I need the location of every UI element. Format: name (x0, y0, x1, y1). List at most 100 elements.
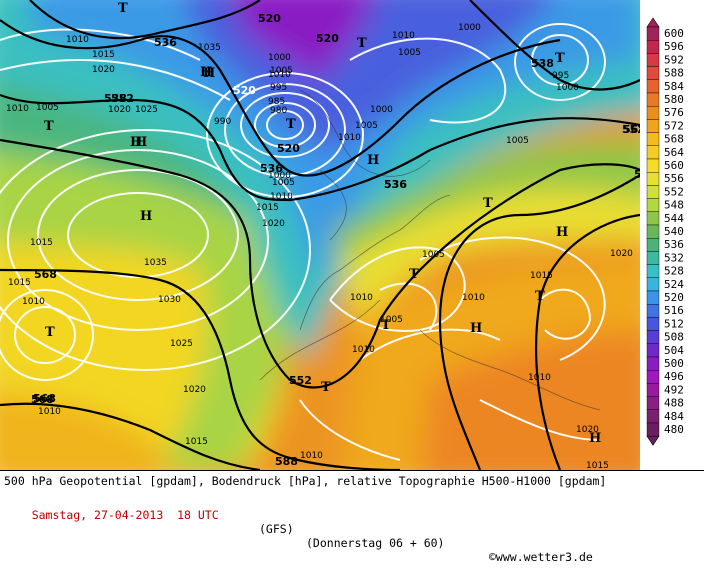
pressure-label: 995 (552, 71, 569, 81)
coastlines (259, 89, 601, 411)
scale-cell (646, 105, 660, 120)
pressure-label: 1010 (350, 293, 373, 303)
scale-label: 548 (664, 199, 684, 212)
scale-label: 564 (664, 146, 684, 159)
scale-label: 524 (664, 278, 684, 291)
pressure-label: 1005 (506, 136, 529, 146)
pressure-label: 1035 (198, 43, 221, 53)
geopotential-label: 588 (275, 455, 298, 468)
high-pressure-marker: H (367, 153, 379, 168)
scale-cell (646, 132, 660, 147)
pressure-label: 1010 (528, 373, 551, 383)
scale-cell (646, 53, 660, 67)
pressure-label: 1020 (92, 65, 115, 75)
scale-label: 484 (664, 410, 684, 423)
geopotential-label: 536 (154, 36, 177, 49)
scale-cell (646, 119, 660, 133)
pressure-label: 1005 (355, 121, 378, 131)
pressure-label: 1020 (108, 105, 131, 115)
pressure-label: 1015 (8, 278, 31, 288)
low-pressure-marker: T (286, 117, 296, 132)
pressure-label: 1005 (422, 250, 445, 260)
pressure-label: 1000 (268, 53, 291, 63)
pressure-label: 1005 (270, 66, 293, 76)
pressure-label: 1010 (22, 297, 45, 307)
scale-label: 500 (664, 357, 684, 370)
pressure-label: 985 (268, 97, 285, 107)
scale-label: 512 (664, 317, 684, 330)
pressure-label: 1005 (272, 178, 295, 188)
pressure-label: 1010 (268, 70, 291, 80)
map-footer: 500 hPa Geopotential [gpdam], Bodendruck… (0, 470, 704, 564)
scale-label: 540 (664, 225, 684, 238)
pressure-label: 1015 (530, 271, 553, 281)
scale-cell (646, 290, 660, 305)
scale-cell (646, 277, 660, 292)
pressure-label: 1020 (576, 425, 599, 435)
low-pressure-marker: T (357, 36, 367, 51)
low-pressure-marker: T (118, 1, 128, 16)
scale-arrow-up (646, 17, 660, 28)
scale-cell (646, 40, 660, 54)
pressure-label: 1000 (556, 83, 579, 93)
scale-cell (646, 251, 660, 265)
geopotential-label: 520 (316, 32, 339, 45)
pressure-label: 1010 (300, 451, 323, 461)
pressure-label: 990 (214, 117, 231, 127)
scale-cell (646, 317, 660, 331)
high-pressure-marker: H (203, 66, 215, 81)
scale-label: 496 (664, 370, 684, 383)
pressure-label: 1005 (380, 315, 403, 325)
geopotential-contours (0, 0, 640, 470)
geopotential-label: 520 (233, 84, 256, 97)
scale-label: 568 (664, 133, 684, 146)
pressure-label: 1010 (338, 133, 361, 143)
scale-label: 580 (664, 93, 684, 106)
geopotential-label: 520 (258, 12, 281, 25)
high-pressure-marker: H (470, 321, 482, 336)
geopotential-label: 538 (531, 57, 554, 70)
high-pressure-marker: H (135, 135, 147, 150)
pressure-label: 1015 (256, 203, 279, 213)
low-pressure-marker: T (555, 51, 565, 66)
scale-label: 528 (664, 265, 684, 278)
pressure-label: 1010 (66, 35, 89, 45)
scale-label: 480 (664, 423, 684, 436)
scale-label: 560 (664, 159, 684, 172)
scale-label: 552 (664, 185, 684, 198)
pressure-label: 1025 (135, 105, 158, 115)
pressure-label: 995 (270, 83, 287, 93)
copyright-link[interactable]: ©www.wetter3.de (489, 550, 593, 564)
pressure-label: 1020 (610, 249, 633, 259)
pressure-label: 1000 (370, 105, 393, 115)
scale-label: 592 (664, 53, 684, 66)
scale-cell (646, 237, 660, 252)
scale-cell (646, 330, 660, 345)
scale-label: 544 (664, 212, 684, 225)
geopotential-label: 552 (622, 123, 640, 136)
high-pressure-marker: H (200, 65, 212, 80)
scale-cell (646, 92, 660, 107)
pressure-label: 1025 (170, 339, 193, 349)
scale-label: 588 (664, 67, 684, 80)
geopotential-label: 568 (623, 123, 640, 136)
isobars (0, 23, 606, 461)
pressure-label: 1005 (36, 103, 59, 113)
low-pressure-marker: T (321, 380, 331, 395)
geopotential-label: 536 (384, 178, 407, 191)
high-pressure-marker: H (589, 431, 601, 446)
scale-cell (646, 211, 660, 226)
low-pressure-marker: T (409, 267, 419, 282)
scale-label: 520 (664, 291, 684, 304)
scale-cell (646, 66, 660, 80)
color-scale-bar: 6005965925885845805765725685645605565525… (646, 17, 684, 446)
low-pressure-marker: T (44, 119, 54, 134)
pressure-label: 1015 (185, 437, 208, 447)
geopotential-label: 536 (260, 162, 283, 175)
pressure-label: 1005 (398, 48, 421, 58)
pressure-label: 1015 (30, 238, 53, 248)
geopotential-label: 552 (289, 374, 312, 387)
geopotential-label: 520 (277, 142, 300, 155)
pressure-labels: 1015101010151020102010351025100010051010… (6, 23, 633, 470)
